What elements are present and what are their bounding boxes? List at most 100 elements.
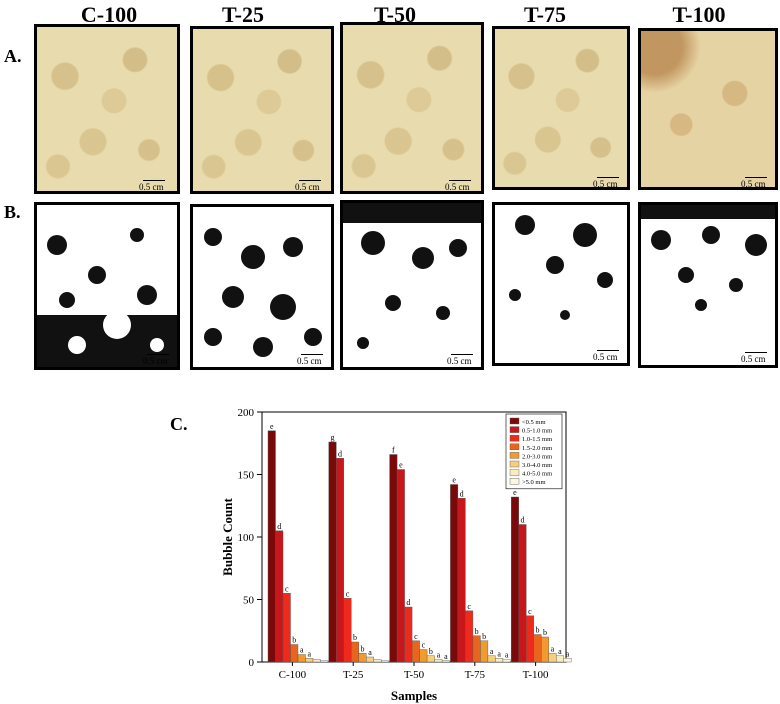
x-tick-label: T-50 — [404, 669, 425, 681]
column-title-t75: T-75 — [524, 2, 566, 27]
bar — [533, 634, 542, 663]
column-title-t100: T-100 — [672, 2, 726, 27]
legend-swatch — [509, 435, 520, 442]
significance-label: c — [285, 584, 289, 593]
bar — [450, 484, 459, 663]
significance-label: d — [460, 489, 464, 498]
x-axis-label: Samples — [391, 688, 437, 703]
significance-label: a — [368, 648, 372, 657]
binary-image-t50: 0.5 cm — [340, 200, 484, 370]
x-tick-label: T-75 — [465, 669, 486, 681]
bar — [511, 496, 519, 663]
scale-bar-label: 0.5 cm — [593, 179, 618, 189]
significance-label: c — [346, 589, 350, 598]
scale-bar-label: 0.5 cm — [295, 182, 320, 192]
column-title-c100: C-100 — [80, 2, 138, 27]
scale-bar-label: 0.5 cm — [741, 354, 766, 364]
legend-entry: 3.0-4.0 mm — [522, 462, 552, 469]
bar — [305, 658, 314, 663]
significance-label: d — [406, 598, 410, 607]
scale-bar-label: 0.5 cm — [139, 182, 164, 192]
legend-swatch — [509, 478, 520, 485]
bar — [563, 658, 572, 663]
significance-label: c — [467, 602, 471, 611]
y-tick-label: 200 — [238, 407, 255, 419]
significance-label: d — [520, 516, 524, 525]
binary-image-t100: 0.5 cm — [638, 202, 778, 368]
significance-label: c — [414, 632, 418, 641]
column-title-t25: T-25 — [222, 2, 264, 27]
bar — [426, 655, 435, 663]
bar — [358, 653, 367, 663]
photo-t25: 0.5 cm — [190, 26, 334, 194]
significance-label: a — [444, 652, 448, 661]
binary-pattern — [343, 203, 481, 349]
scale-bar-label: 0.5 cm — [297, 356, 322, 366]
photo-t75: 0.5 cm — [492, 26, 630, 190]
row-label-c: C. — [170, 414, 188, 434]
significance-label: a — [490, 647, 494, 656]
bar — [328, 441, 337, 663]
bar — [472, 635, 481, 663]
significance-label: c — [528, 607, 532, 616]
y-tick-label: 100 — [238, 532, 255, 544]
bar — [441, 660, 450, 663]
significance-label: d — [338, 449, 342, 458]
bar — [526, 615, 534, 663]
significance-label: e — [452, 476, 456, 485]
bar — [518, 524, 527, 663]
legend-swatch — [509, 443, 520, 450]
legend-entry: 0.5-1.0 mm — [522, 428, 552, 435]
significance-label: b — [292, 636, 296, 645]
bar — [381, 660, 389, 663]
scale-bar-label: 0.5 cm — [447, 356, 472, 366]
bar — [434, 659, 443, 663]
x-tick-label: T-25 — [343, 669, 364, 681]
binary-image-t25: 0.5 cm — [190, 204, 334, 370]
photo-t50: 0.5 cm — [340, 22, 484, 194]
bar — [396, 469, 405, 663]
bar — [556, 655, 564, 663]
legend-entry: 1.5-2.0 mm — [522, 445, 552, 452]
row-label-a: A. — [4, 46, 22, 66]
bar — [320, 660, 329, 663]
binary-pattern — [509, 215, 613, 320]
significance-label: a — [437, 651, 441, 660]
bar — [411, 640, 420, 663]
significance-label: b — [535, 626, 539, 635]
binary-pattern — [37, 228, 177, 367]
legend-entry: 4.0-5.0 mm — [522, 471, 552, 478]
bar — [480, 640, 489, 663]
significance-label: g — [331, 433, 335, 442]
significance-label: a — [566, 649, 570, 658]
legend-entry: 1.0-1.5 mm — [522, 436, 552, 443]
bar — [343, 598, 352, 663]
bar — [336, 458, 344, 663]
bar — [351, 641, 359, 663]
legend-swatch — [509, 426, 520, 433]
significance-label: c — [422, 641, 426, 650]
y-tick-label: 50 — [243, 595, 255, 607]
bar — [282, 593, 291, 663]
significance-label: a — [558, 647, 562, 656]
legend-entry: 2.0-3.0 mm — [522, 453, 552, 460]
legend-swatch — [509, 452, 520, 459]
scale-bar-label: 0.5 cm — [741, 179, 766, 189]
binary-image-t75: 0.5 cm — [492, 202, 630, 366]
legend-entry: <0.5 mm — [522, 419, 546, 426]
bar — [366, 656, 374, 663]
bar — [487, 655, 496, 663]
legend-entry: >5.0 mm — [522, 479, 546, 486]
significance-label: a — [505, 651, 509, 660]
significance-label: b — [429, 647, 433, 656]
significance-label: b — [482, 632, 486, 641]
row-label-b: B. — [4, 202, 21, 222]
significance-label: e — [399, 461, 403, 470]
x-tick-label: T-100 — [523, 669, 549, 681]
bar — [297, 654, 306, 663]
bar — [465, 610, 474, 663]
bar — [541, 636, 549, 663]
bar — [373, 659, 382, 663]
scale-bar-label: 0.5 cm — [445, 182, 470, 192]
